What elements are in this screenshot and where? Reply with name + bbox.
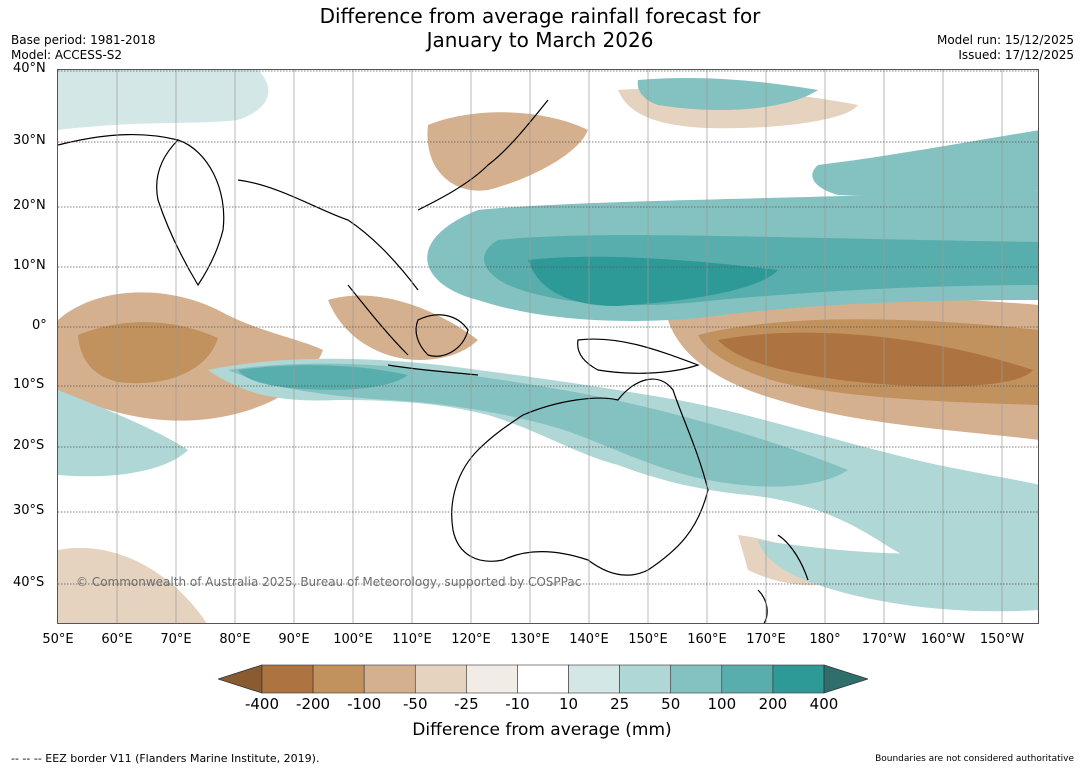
lat-label-40s: 40°S bbox=[13, 575, 45, 590]
colorbar-segment bbox=[261, 664, 314, 694]
colorbar-segment bbox=[619, 664, 672, 694]
meta-left: Base period: 1981-2018 Model: ACCESS-S2 bbox=[11, 33, 156, 63]
colorbar-segment bbox=[363, 664, 416, 694]
lon-label: 160°W bbox=[920, 632, 966, 647]
lat-label-20s: 20°S bbox=[13, 438, 45, 453]
colorbar-tick-label: -200 bbox=[296, 695, 331, 713]
colorbar-arrow-high bbox=[823, 664, 868, 694]
lat-label-40n: 40°N bbox=[13, 61, 46, 76]
lon-label: 120°E bbox=[451, 632, 491, 647]
colorbar-segment bbox=[466, 664, 518, 694]
colorbar-segment bbox=[414, 664, 467, 694]
colorbar-arrow-low bbox=[218, 664, 263, 694]
colorbar-segment bbox=[312, 664, 365, 694]
meta-right: Model run: 15/12/2025 Issued: 17/12/2025 bbox=[937, 33, 1074, 63]
boundaries-note: Boundaries are not considered authoritat… bbox=[875, 754, 1074, 764]
coastline-new-zealand bbox=[757, 534, 809, 623]
colorbar bbox=[218, 664, 868, 694]
coastline-png bbox=[577, 338, 700, 374]
lat-label-10n: 10°N bbox=[13, 258, 46, 273]
colorbar-tick-label: 25 bbox=[610, 695, 630, 713]
coastline-australia bbox=[451, 378, 709, 576]
lon-label: 50°E bbox=[42, 632, 74, 647]
colorbar-tick-label: 10 bbox=[558, 695, 579, 713]
colorbar-segment bbox=[568, 664, 620, 694]
colorbar-tick-label: 100 bbox=[707, 695, 737, 713]
title-line-1: Difference from average rainfall forecas… bbox=[319, 4, 761, 28]
lat-label-30s: 30°S bbox=[13, 503, 45, 518]
colorbar-tick-label: -400 bbox=[244, 695, 280, 713]
lon-label: 60°E bbox=[101, 632, 133, 647]
lat-label-20n: 20°N bbox=[13, 198, 46, 213]
copyright-text: © Commonwealth of Australia 2025, Bureau… bbox=[76, 575, 582, 589]
lon-label: 180° bbox=[809, 632, 841, 647]
colorbar-tick-label: 50 bbox=[661, 695, 681, 713]
colorbar-segment bbox=[517, 664, 569, 694]
lon-label: 160°E bbox=[687, 632, 727, 647]
lon-label: 110°E bbox=[392, 632, 432, 647]
colorbar-segments bbox=[218, 664, 868, 694]
lon-label: 150°W bbox=[979, 632, 1025, 647]
lon-label: 100°E bbox=[333, 632, 373, 647]
base-period: Base period: 1981-2018 bbox=[11, 33, 156, 47]
title-line-2: January to March 2026 bbox=[426, 28, 654, 52]
colorbar-tick-label: 200 bbox=[758, 695, 788, 713]
coastline-sumatra-java bbox=[347, 284, 479, 376]
colorbar-tick-label: -50 bbox=[403, 695, 428, 713]
colorbar-tick-label: 400 bbox=[809, 695, 839, 713]
map-canvas bbox=[58, 70, 1038, 623]
lon-label: 170°E bbox=[746, 632, 786, 647]
lon-label: 140°E bbox=[569, 632, 609, 647]
lon-label: 150°E bbox=[628, 632, 668, 647]
issued-date: Issued: 17/12/2025 bbox=[958, 48, 1074, 62]
lon-label: 80°E bbox=[219, 632, 251, 647]
model-name: Model: ACCESS-S2 bbox=[11, 48, 123, 62]
wet-anomaly-areas bbox=[58, 70, 1038, 612]
lon-label: 170°W bbox=[861, 632, 907, 647]
graticule bbox=[116, 70, 1003, 623]
eez-note: -- -- -- EEZ border V11 (Flanders Marine… bbox=[11, 752, 320, 765]
lat-label-10s: 10°S bbox=[13, 377, 45, 392]
model-run: Model run: 15/12/2025 bbox=[936, 33, 1074, 47]
colorbar-tick-label: -25 bbox=[454, 695, 479, 713]
lon-label: 90°E bbox=[278, 632, 310, 647]
map-title: Difference from average rainfall forecas… bbox=[270, 4, 810, 52]
lon-label: 130°E bbox=[510, 632, 550, 647]
coastline-borneo bbox=[415, 314, 469, 357]
colorbar-tick-label: -100 bbox=[347, 695, 382, 713]
colorbar-label: Difference from average (mm) bbox=[412, 720, 672, 740]
lat-label-30n: 30°N bbox=[13, 133, 46, 148]
colorbar-segment bbox=[772, 664, 825, 694]
colorbar-segment bbox=[721, 664, 774, 694]
rainfall-map bbox=[57, 69, 1039, 624]
colorbar-tick-label: -10 bbox=[505, 695, 530, 713]
lat-label-equator: 0° bbox=[32, 318, 47, 333]
coastline-india bbox=[156, 139, 225, 287]
lon-label: 70°E bbox=[160, 632, 192, 647]
colorbar-segment bbox=[670, 664, 723, 694]
